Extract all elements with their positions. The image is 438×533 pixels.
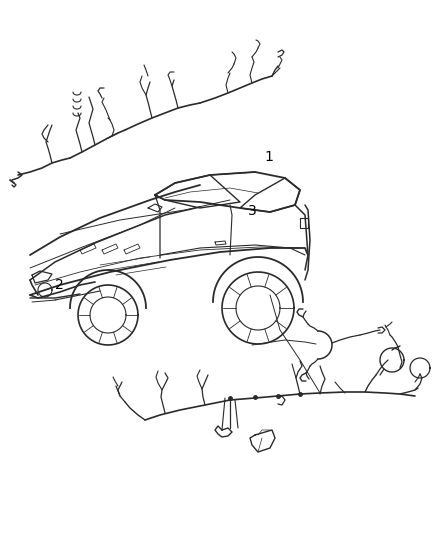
Text: 3: 3	[247, 204, 256, 217]
Text: 2: 2	[55, 278, 64, 292]
Text: 1: 1	[265, 150, 274, 164]
